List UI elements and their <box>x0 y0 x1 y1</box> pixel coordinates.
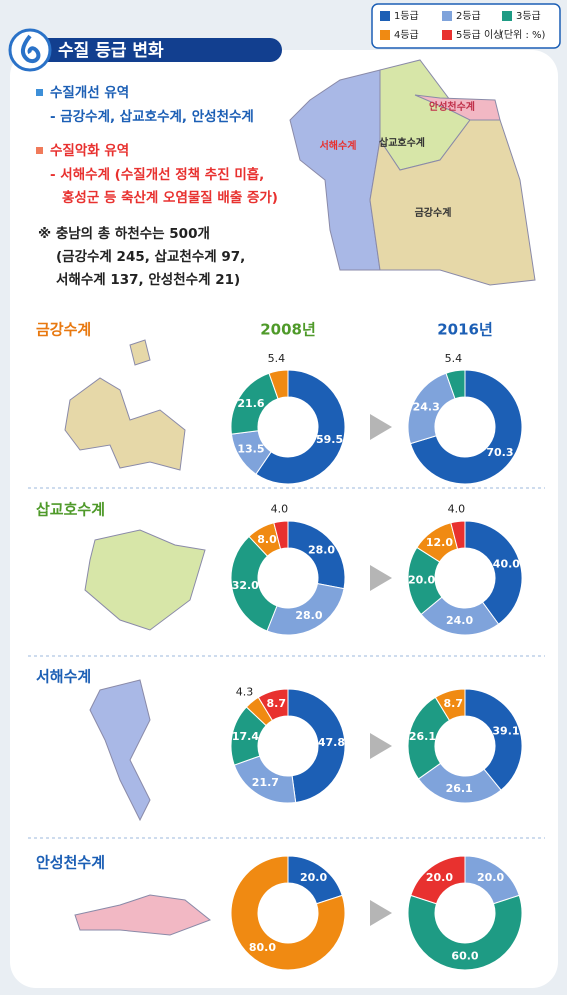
note-title: 수질악화 유역 <box>50 142 129 159</box>
value-label: 4.0 <box>271 503 289 516</box>
value-label: 28.0 <box>308 543 335 556</box>
value-label: 70.3 <box>486 446 513 459</box>
note-line: 홍성군 등 축산계 오염물질 배출 증가) <box>62 189 278 206</box>
value-label: 20.0 <box>300 871 327 884</box>
map-label: 서해수계 <box>320 139 357 152</box>
value-label: 28.0 <box>295 609 322 622</box>
arrow <box>370 733 392 759</box>
value-label: 26.1 <box>409 730 436 743</box>
value-label: 4.3 <box>236 685 254 698</box>
map-label: 안성천수계 <box>429 100 475 113</box>
value-label: 20.0 <box>408 574 435 587</box>
donut-segment <box>287 688 346 804</box>
value-label: 4.0 <box>448 503 466 516</box>
value-label: 8.7 <box>266 697 286 710</box>
value-label: 13.5 <box>237 443 264 456</box>
note-line: ※ 충남의 총 하천수는 500개 <box>38 225 210 242</box>
value-label: 8.7 <box>444 697 464 710</box>
map-region <box>369 119 536 286</box>
legend-label: 1등급 <box>394 10 419 22</box>
donut-segment <box>273 520 289 550</box>
region-map <box>89 679 151 822</box>
value-label: 39.1 <box>492 724 519 737</box>
value-label: 5.4 <box>268 352 286 365</box>
map-label: 금강수계 <box>415 206 452 219</box>
province-map <box>289 59 536 286</box>
arrow <box>370 900 392 926</box>
value-label: 20.0 <box>477 871 504 884</box>
donut-segment <box>445 369 466 400</box>
donut-segment <box>409 369 523 485</box>
bullet <box>36 89 43 96</box>
value-label: 26.1 <box>446 782 473 795</box>
value-label: 60.0 <box>451 950 478 963</box>
legend-label: 4등급 <box>394 29 419 41</box>
note-title: 수질개선 유역 <box>50 84 129 101</box>
donut-segment <box>434 688 466 722</box>
legend-swatch <box>380 11 390 21</box>
arrow <box>370 414 392 440</box>
value-label: 20.0 <box>426 871 453 884</box>
value-label: 5.4 <box>445 352 463 365</box>
region-map <box>84 529 206 631</box>
legend-label: 2등급 <box>456 10 481 22</box>
year-label: 2008년 <box>260 321 316 339</box>
legend-swatch <box>380 30 390 40</box>
value-label: 59.5 <box>316 433 343 446</box>
year-label: 2016년 <box>437 321 493 339</box>
donut-segment <box>230 535 278 632</box>
value-label: 32.0 <box>232 579 259 592</box>
donut-segment <box>268 369 289 400</box>
note-line: 서해수계 137, 안성천수계 21) <box>56 271 240 288</box>
legend-swatch <box>442 11 452 21</box>
legend-box <box>371 3 561 49</box>
value-label: 12.0 <box>426 536 453 549</box>
value-label: 17.4 <box>232 730 259 743</box>
bullet <box>36 147 43 154</box>
header-banner <box>30 38 282 62</box>
donut-segment <box>230 855 346 971</box>
value-label: 24.0 <box>446 614 473 627</box>
note-line: - 서해수계 (수질개선 정책 추진 미흡, <box>50 166 264 183</box>
value-label: 47.8 <box>318 736 345 749</box>
map-label: 삽교호수계 <box>379 136 425 149</box>
donut-segment <box>464 520 523 625</box>
donut-segment <box>450 520 466 550</box>
header-title: 수질 등급 변화 <box>58 40 164 61</box>
donut-segment <box>255 369 346 485</box>
region-title: 서해수계 <box>36 668 91 686</box>
value-label: 8.0 <box>257 533 277 546</box>
header-icon-swirl <box>21 34 41 63</box>
region-title: 안성천수계 <box>36 854 105 872</box>
region-title: 금강수계 <box>36 321 91 339</box>
region-map <box>74 894 211 936</box>
arrow <box>370 565 392 591</box>
value-label: 24.3 <box>413 400 440 413</box>
donut-segment <box>464 688 523 791</box>
legend-swatch <box>442 30 452 40</box>
legend-label: 3등급 <box>516 10 541 22</box>
legend-swatch <box>502 11 512 21</box>
legend-label: 5등급 이상 <box>456 29 502 41</box>
value-label: 40.0 <box>493 558 520 571</box>
note-line: (금강수계 245, 삽교천수계 97, <box>56 248 245 265</box>
value-label: 80.0 <box>249 941 276 954</box>
note-line: - 금강수계, 삽교호수계, 안성천수계 <box>50 108 254 125</box>
donut-segment <box>407 894 523 971</box>
donut-segment <box>257 688 289 722</box>
donut-segment <box>410 855 466 905</box>
value-label: 21.6 <box>237 397 264 410</box>
region-map <box>64 339 186 471</box>
legend-unit: (단위 : %) <box>500 28 546 41</box>
region-title: 삽교호수계 <box>36 501 105 519</box>
value-label: 21.7 <box>252 776 279 789</box>
